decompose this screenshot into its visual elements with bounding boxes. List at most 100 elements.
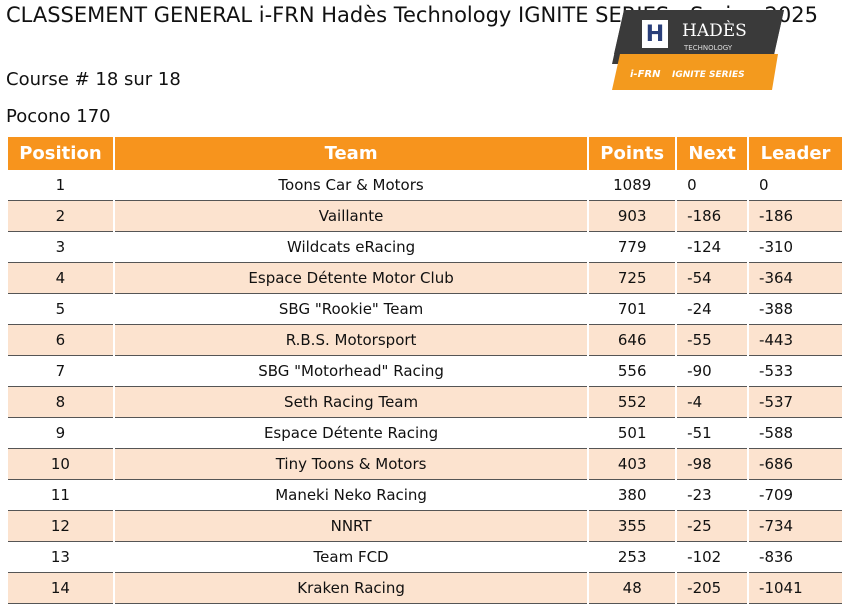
table-cell: 4: [6, 262, 115, 294]
table-cell: 6: [6, 324, 115, 356]
table-row: 5 SBG "Rookie" Team 701 -24 -388: [6, 293, 844, 325]
table-cell: 0: [747, 170, 844, 201]
table-row: 13 Team FCD 253 -102 -836: [6, 541, 844, 573]
logo-stripe: [612, 54, 778, 90]
table-cell: -364: [747, 262, 844, 294]
table-cell: 403: [587, 448, 678, 480]
table-cell: -310: [747, 231, 844, 263]
standings-table: Position Team Points Next Leader 1 Toons Car …: [6, 137, 844, 604]
table-row: 11 Maneki Neko Racing 380 -23 -709: [6, 479, 844, 511]
table-cell: SBG "Rookie" Team: [112, 293, 590, 325]
table-cell: -205: [675, 572, 750, 604]
table-row: 14 Kraken Racing 48 -205 -1041: [6, 572, 844, 604]
table-cell: -102: [675, 541, 750, 573]
table-cell: 725: [587, 262, 678, 294]
table-cell: -23: [675, 479, 750, 511]
table-cell: Espace Détente Motor Club: [112, 262, 590, 294]
table-cell: -734: [747, 510, 844, 542]
table-cell: -24: [675, 293, 750, 325]
column-header: Next: [675, 137, 750, 170]
table-cell: SBG "Motorhead" Racing: [112, 355, 590, 387]
table-cell: -588: [747, 417, 844, 449]
logo-series-prefix: i-FRN: [630, 69, 661, 80]
table-row: 4 Espace Détente Motor Club 725 -54 -364: [6, 262, 844, 294]
table-cell: -709: [747, 479, 844, 511]
column-header: Points: [587, 137, 678, 170]
table-cell: -443: [747, 324, 844, 356]
table-cell: 5: [6, 293, 115, 325]
table-row: 3 Wildcats eRacing 779 -124 -310: [6, 231, 844, 263]
table-cell: 355: [587, 510, 678, 542]
table-cell: 556: [587, 355, 678, 387]
table-cell: 13: [6, 541, 115, 573]
table-cell: Maneki Neko Racing: [112, 479, 590, 511]
table-cell: 903: [587, 200, 678, 232]
table-cell: -25: [675, 510, 750, 542]
table-cell: -4: [675, 386, 750, 418]
table-cell: 253: [587, 541, 678, 573]
table-cell: 552: [587, 386, 678, 418]
table-cell: 779: [587, 231, 678, 263]
table-cell: -55: [675, 324, 750, 356]
table-cell: Espace Détente Racing: [112, 417, 590, 449]
table-cell: 3: [6, 231, 115, 263]
table-cell: 0: [675, 170, 750, 201]
logo-icon: [642, 20, 668, 48]
table-cell: -388: [747, 293, 844, 325]
table-cell: -836: [747, 541, 844, 573]
table-cell: 14: [6, 572, 115, 604]
table-cell: 646: [587, 324, 678, 356]
table-cell: -533: [747, 355, 844, 387]
table-cell: 1089: [587, 170, 678, 201]
table-row: 6 R.B.S. Motorsport 646 -55 -443: [6, 324, 844, 356]
table-cell: R.B.S. Motorsport: [112, 324, 590, 356]
table-cell: 8: [6, 386, 115, 418]
table-cell: -186: [747, 200, 844, 232]
table-cell: 10: [6, 448, 115, 480]
table-row: 7 SBG "Motorhead" Racing 556 -90 -533: [6, 355, 844, 387]
table-row: 8 Seth Racing Team 552 -4 -537: [6, 386, 844, 418]
table-cell: -51: [675, 417, 750, 449]
table-cell: 2: [6, 200, 115, 232]
table-cell: 501: [587, 417, 678, 449]
table-cell: -1041: [747, 572, 844, 604]
table-cell: Team FCD: [112, 541, 590, 573]
table-cell: -54: [675, 262, 750, 294]
table-cell: 1: [6, 170, 115, 201]
table-cell: -686: [747, 448, 844, 480]
column-header: Team: [112, 137, 590, 170]
table-cell: -186: [675, 200, 750, 232]
table-cell: NNRT: [112, 510, 590, 542]
table-cell: Tiny Toons & Motors: [112, 448, 590, 480]
table-row: 1 Toons Car & Motors 1089 0 0: [6, 170, 844, 201]
table-cell: 9: [6, 417, 115, 449]
column-header: Position: [6, 137, 115, 170]
table-cell: -537: [747, 386, 844, 418]
table-cell: 701: [587, 293, 678, 325]
table-cell: -124: [675, 231, 750, 263]
track: Pocono 170: [6, 106, 111, 127]
table-cell: 7: [6, 355, 115, 387]
table-cell: Vaillante: [112, 200, 590, 232]
header-row: Position Team Points Next Leader: [6, 137, 844, 170]
table-cell: Toons Car & Motors: [112, 170, 590, 201]
table-cell: 12: [6, 510, 115, 542]
table-cell: -98: [675, 448, 750, 480]
table-row: 9 Espace Détente Racing 501 -51 -588: [6, 417, 844, 449]
table-cell: Kraken Racing: [112, 572, 590, 604]
logo-icon-letter: H: [646, 22, 664, 47]
table-cell: 48: [587, 572, 678, 604]
table-cell: Wildcats eRacing: [112, 231, 590, 263]
course: Course # 18 sur 18: [6, 69, 181, 90]
table-row: 12 NNRT 355 -25 -734: [6, 510, 844, 542]
table-cell: 11: [6, 479, 115, 511]
table-row: 10 Tiny Toons & Motors 403 -98 -686: [6, 448, 844, 480]
logo-sub: TECHNOLOGY: [683, 44, 733, 52]
table-row: 2 Vaillante 903 -186 -186: [6, 200, 844, 232]
column-header: Leader: [747, 137, 844, 170]
table-cell: 380: [587, 479, 678, 511]
table-cell: -90: [675, 355, 750, 387]
logo-brand: HADÈS: [682, 20, 747, 41]
logo-series: IGNITE SERIES: [672, 70, 745, 80]
